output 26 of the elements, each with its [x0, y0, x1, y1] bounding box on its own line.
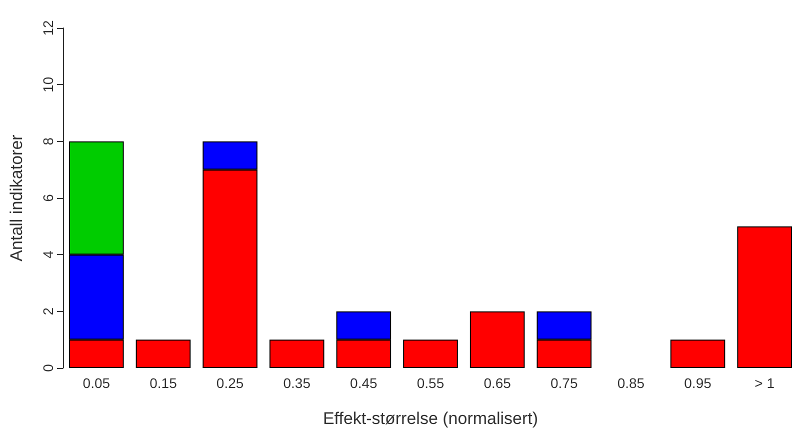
bar — [670, 340, 726, 368]
y-tick-label: 8 — [40, 137, 56, 146]
y-tick-label: 12 — [40, 20, 56, 36]
bar — [136, 340, 191, 368]
x-tick-label: > 1 — [754, 375, 775, 391]
y-tick-label: 10 — [40, 76, 56, 92]
y-tick-label: 4 — [40, 250, 56, 259]
bar — [403, 340, 458, 368]
x-axis-title: Effekt-størrelse (normalisert) — [322, 409, 538, 428]
x-tick-label: 0.25 — [216, 375, 244, 391]
x-tick-label: 0.45 — [350, 375, 378, 391]
y-tick-label: 0 — [40, 364, 56, 372]
y-tick-label: 6 — [40, 194, 56, 202]
y-tick-label: 2 — [40, 307, 56, 316]
bar — [737, 226, 792, 368]
x-tick-label: 0.55 — [416, 375, 444, 391]
x-tick-label: 0.05 — [82, 375, 110, 391]
x-tick-label: 0.95 — [684, 375, 712, 391]
bar — [269, 340, 324, 368]
y-axis-title: Antall indikatorer — [7, 134, 26, 262]
x-tick-label: 0.75 — [550, 375, 578, 391]
x-tick-label: 0.35 — [283, 375, 311, 391]
x-tick-label: 0.85 — [617, 375, 645, 391]
x-tick-label: 0.15 — [150, 375, 178, 391]
bar — [470, 311, 525, 368]
x-tick-label: 0.65 — [484, 375, 512, 391]
